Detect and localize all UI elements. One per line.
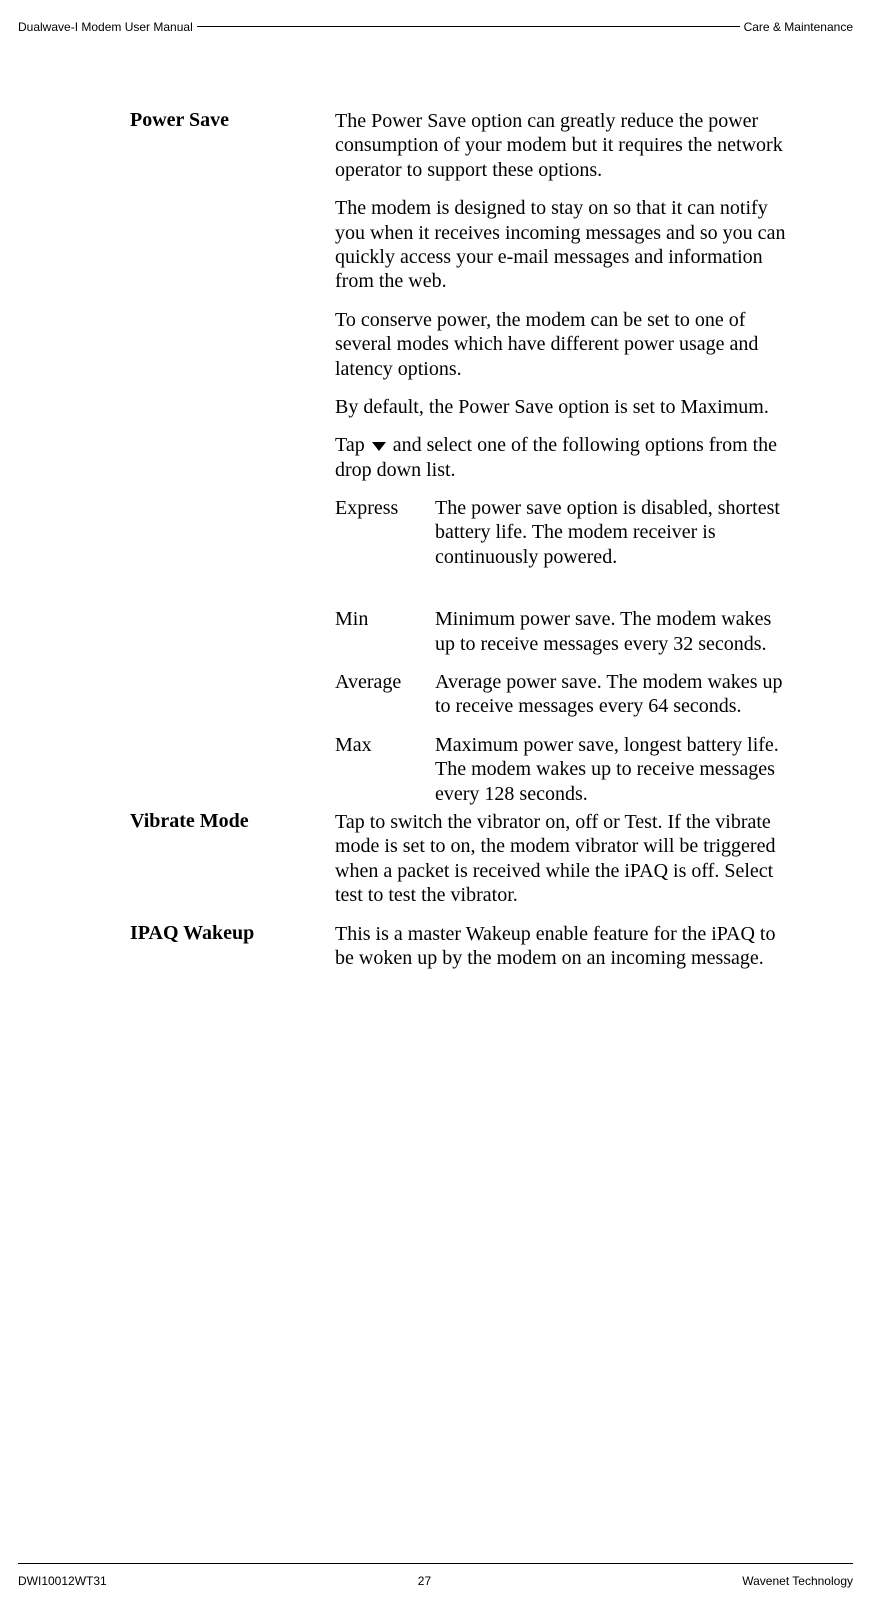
header-rule bbox=[197, 26, 740, 27]
option-average-label: Average bbox=[335, 670, 435, 719]
option-min-label: Min bbox=[335, 607, 435, 656]
footer-right: Wavenet Technology bbox=[742, 1574, 853, 1588]
tap-text-before: Tap bbox=[335, 434, 370, 456]
page-content: Power Save The Power Save option can gre… bbox=[0, 34, 871, 984]
dropdown-icon bbox=[372, 442, 386, 451]
power-save-p2: The modem is designed to stay on so that… bbox=[335, 196, 796, 294]
option-max-desc: Maximum power save, longest battery life… bbox=[435, 733, 796, 806]
option-min: Min Minimum power save. The modem wakes … bbox=[335, 607, 796, 656]
option-average-desc: Average power save. The modem wakes up t… bbox=[435, 670, 796, 719]
vibrate-mode-desc: Tap to switch the vibrator on, off or Te… bbox=[335, 810, 796, 922]
ipaq-wakeup-text: This is a master Wakeup enable feature f… bbox=[335, 922, 796, 971]
option-max-label: Max bbox=[335, 733, 435, 806]
ipaq-wakeup-desc: This is a master Wakeup enable feature f… bbox=[335, 922, 796, 985]
vibrate-mode-label: Vibrate Mode bbox=[130, 810, 335, 922]
option-min-desc: Minimum power save. The modem wakes up t… bbox=[435, 607, 796, 656]
vibrate-mode-text: Tap to switch the vibrator on, off or Te… bbox=[335, 810, 796, 908]
power-save-p3: To conserve power, the modem can be set … bbox=[335, 308, 796, 381]
header-left: Dualwave-I Modem User Manual bbox=[18, 20, 193, 34]
power-save-desc: The Power Save option can greatly reduce… bbox=[335, 109, 796, 810]
section-ipaq-wakeup: IPAQ Wakeup This is a master Wakeup enab… bbox=[130, 922, 796, 985]
option-max: Max Maximum power save, longest battery … bbox=[335, 733, 796, 806]
tap-instruction: Tap and select one of the following opti… bbox=[335, 433, 796, 482]
section-power-save: Power Save The Power Save option can gre… bbox=[130, 109, 796, 810]
ipaq-wakeup-label: IPAQ Wakeup bbox=[130, 922, 335, 985]
option-express-desc: The power save option is disabled, short… bbox=[435, 496, 796, 569]
footer-left: DWI10012WT31 bbox=[18, 1574, 107, 1588]
header-right: Care & Maintenance bbox=[744, 20, 853, 34]
power-save-p4: By default, the Power Save option is set… bbox=[335, 395, 796, 419]
page-header: Dualwave-I Modem User Manual Care & Main… bbox=[0, 0, 871, 34]
option-express: Express The power save option is disable… bbox=[335, 496, 796, 569]
power-save-p1: The Power Save option can greatly reduce… bbox=[335, 109, 796, 182]
power-save-label: Power Save bbox=[130, 109, 335, 810]
page-footer: DWI10012WT31 27 Wavenet Technology bbox=[18, 1563, 853, 1588]
section-vibrate-mode: Vibrate Mode Tap to switch the vibrator … bbox=[130, 810, 796, 922]
option-average: Average Average power save. The modem wa… bbox=[335, 670, 796, 719]
footer-rule bbox=[18, 1563, 853, 1564]
tap-text-after: and select one of the following options … bbox=[335, 434, 777, 480]
page-number: 27 bbox=[418, 1574, 431, 1588]
option-express-label: Express bbox=[335, 496, 435, 569]
